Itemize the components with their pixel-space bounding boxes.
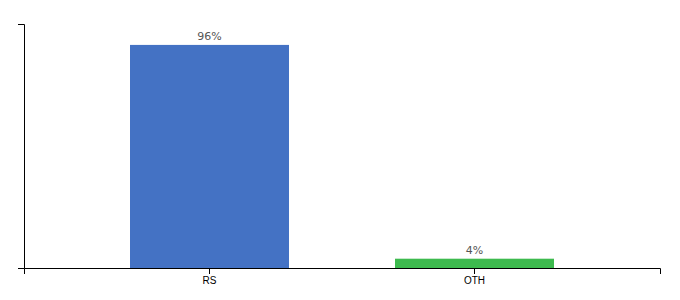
plot-area: RS OTH 96% 4% <box>18 25 661 287</box>
x-tick-mark <box>474 268 475 274</box>
data-labels: 96% 4% <box>197 30 483 257</box>
data-label: 96% <box>197 30 221 43</box>
y-axis <box>18 25 25 269</box>
x-tick-label: OTH <box>464 275 485 286</box>
bar <box>395 259 554 268</box>
bar <box>130 45 289 268</box>
chart-svg: RS OTH 96% 4% <box>0 0 680 300</box>
data-label: 4% <box>466 244 483 257</box>
x-axis-line <box>25 269 661 275</box>
x-tick: OTH <box>464 268 485 286</box>
y-axis-line <box>18 25 25 269</box>
x-tick-label: RS <box>203 275 217 286</box>
x-tick-mark <box>209 268 210 274</box>
x-tick: RS <box>203 268 217 286</box>
x-axis: RS OTH <box>25 268 661 286</box>
chart-container: RS OTH 96% 4% <box>0 0 680 300</box>
bars <box>130 45 554 268</box>
